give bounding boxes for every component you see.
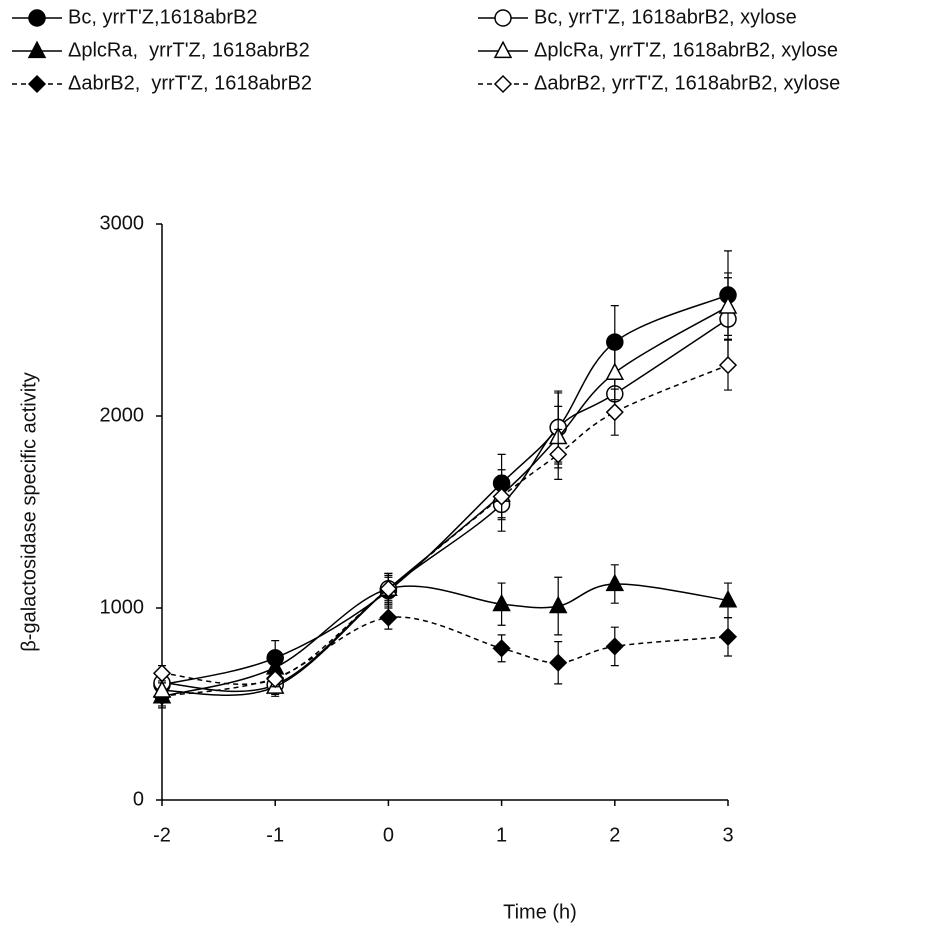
marker <box>494 9 512 27</box>
marker <box>379 608 398 627</box>
marker <box>152 680 172 698</box>
x-tick-label: 0 <box>383 824 394 846</box>
marker <box>493 40 513 59</box>
marker <box>492 639 511 658</box>
legend-label: Bc, yrrT'Z,1618abrB2 <box>68 6 257 28</box>
x-tick-label: 1 <box>496 824 507 846</box>
legend-label: Bc, yrrT'Z, 1618abrB2, xylose <box>534 6 797 28</box>
marker <box>605 362 625 380</box>
marker <box>718 356 738 375</box>
marker <box>718 296 738 314</box>
series-line <box>161 318 729 693</box>
x-tick-label: 2 <box>609 824 620 846</box>
marker <box>549 653 568 672</box>
y-tick-label: 0 <box>133 788 144 810</box>
x-axis-title: Time (h) <box>503 901 577 923</box>
y-tick-label: 3000 <box>100 212 145 234</box>
marker <box>549 445 568 464</box>
marker <box>605 637 624 656</box>
marker <box>605 573 625 592</box>
y-tick-label: 2000 <box>100 404 145 426</box>
marker <box>548 595 568 614</box>
y-axis-title: β-galactosidase specific activity <box>18 372 40 651</box>
marker <box>492 487 511 506</box>
marker <box>266 669 285 689</box>
series-line <box>161 364 729 685</box>
marker <box>493 74 513 94</box>
x-tick-label: -1 <box>266 824 284 846</box>
legend-label: ΔplcRa, yrrT'Z, 1618abrB2 <box>68 39 310 61</box>
marker <box>718 589 738 608</box>
marker <box>605 403 624 422</box>
marker <box>27 40 47 59</box>
legend-label: ΔabrB2, yrrT'Z, 1618abrB2, xylose <box>534 72 840 94</box>
marker <box>27 74 47 94</box>
legend-label: ΔplcRa, yrrT'Z, 1618abrB2, xylose <box>534 39 838 61</box>
marker <box>152 664 172 683</box>
x-tick-label: -2 <box>153 824 171 846</box>
marker <box>28 9 46 27</box>
marker <box>379 579 398 598</box>
series-line <box>161 583 729 698</box>
marker <box>718 627 738 646</box>
series-line <box>161 305 729 696</box>
x-tick-label: 3 <box>722 824 733 846</box>
marker <box>492 593 511 612</box>
legend-label: ΔabrB2, yrrT'Z, 1618abrB2 <box>68 72 312 94</box>
y-tick-label: 1000 <box>100 596 145 618</box>
